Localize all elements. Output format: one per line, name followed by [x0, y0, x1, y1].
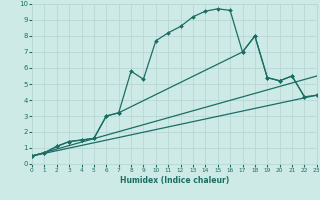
X-axis label: Humidex (Indice chaleur): Humidex (Indice chaleur): [120, 176, 229, 185]
